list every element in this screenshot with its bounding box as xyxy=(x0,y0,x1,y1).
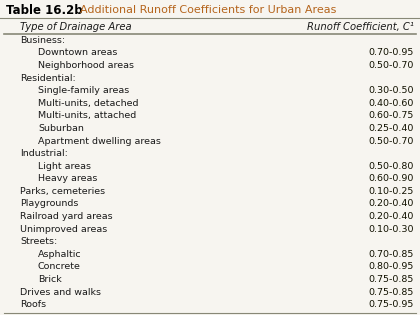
Text: 0.10-0.25: 0.10-0.25 xyxy=(369,187,414,196)
Text: Type of Drainage Area: Type of Drainage Area xyxy=(20,22,131,32)
Text: 0.50-0.70: 0.50-0.70 xyxy=(369,136,414,146)
Text: Business:: Business: xyxy=(20,36,65,45)
Text: 0.60-0.75: 0.60-0.75 xyxy=(369,111,414,120)
Text: Neighborhood areas: Neighborhood areas xyxy=(38,61,134,70)
Text: 0.60-0.90: 0.60-0.90 xyxy=(369,174,414,183)
Bar xyxy=(0,0,420,18)
Text: Streets:: Streets: xyxy=(20,237,57,246)
Text: Heavy areas: Heavy areas xyxy=(38,174,97,183)
Text: Industrial:: Industrial: xyxy=(20,149,68,158)
Text: 0.75-0.95: 0.75-0.95 xyxy=(369,300,414,309)
Text: 0.40-0.60: 0.40-0.60 xyxy=(369,99,414,108)
Text: Downtown areas: Downtown areas xyxy=(38,49,117,57)
Text: Table 16.2b: Table 16.2b xyxy=(6,3,83,16)
Text: Asphaltic: Asphaltic xyxy=(38,250,81,259)
Text: 0.70-0.95: 0.70-0.95 xyxy=(369,49,414,57)
Text: Railroad yard areas: Railroad yard areas xyxy=(20,212,113,221)
Text: 0.25-0.40: 0.25-0.40 xyxy=(369,124,414,133)
Text: Unimproved areas: Unimproved areas xyxy=(20,225,107,234)
Text: Light areas: Light areas xyxy=(38,162,91,171)
Text: Residential:: Residential: xyxy=(20,74,76,83)
Text: Brick: Brick xyxy=(38,275,62,284)
Text: Drives and walks: Drives and walks xyxy=(20,288,101,297)
Text: Roofs: Roofs xyxy=(20,300,46,309)
Text: 0.20-0.40: 0.20-0.40 xyxy=(369,199,414,209)
Text: Additional Runoff Coefficients for Urban Areas: Additional Runoff Coefficients for Urban… xyxy=(73,5,336,15)
Text: Suburban: Suburban xyxy=(38,124,84,133)
Text: 0.75-0.85: 0.75-0.85 xyxy=(369,275,414,284)
Text: 0.30-0.50: 0.30-0.50 xyxy=(368,86,414,95)
Text: 0.80-0.95: 0.80-0.95 xyxy=(369,262,414,272)
Text: Multi-units, attached: Multi-units, attached xyxy=(38,111,136,120)
Text: 0.20-0.40: 0.20-0.40 xyxy=(369,212,414,221)
Text: Runoff Coefficient, C¹: Runoff Coefficient, C¹ xyxy=(307,22,414,32)
Text: Concrete: Concrete xyxy=(38,262,81,272)
Text: 0.75-0.85: 0.75-0.85 xyxy=(369,288,414,297)
Text: 0.70-0.85: 0.70-0.85 xyxy=(369,250,414,259)
Text: Single-family areas: Single-family areas xyxy=(38,86,129,95)
Text: Apartment dwelling areas: Apartment dwelling areas xyxy=(38,136,161,146)
Text: Playgrounds: Playgrounds xyxy=(20,199,79,209)
Text: 0.10-0.30: 0.10-0.30 xyxy=(368,225,414,234)
Text: 0.50-0.70: 0.50-0.70 xyxy=(369,61,414,70)
Text: Parks, cemeteries: Parks, cemeteries xyxy=(20,187,105,196)
Text: 0.50-0.80: 0.50-0.80 xyxy=(369,162,414,171)
Text: Multi-units, detached: Multi-units, detached xyxy=(38,99,139,108)
